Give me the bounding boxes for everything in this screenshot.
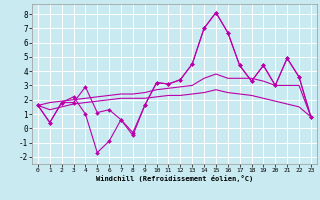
X-axis label: Windchill (Refroidissement éolien,°C): Windchill (Refroidissement éolien,°C)	[96, 175, 253, 182]
